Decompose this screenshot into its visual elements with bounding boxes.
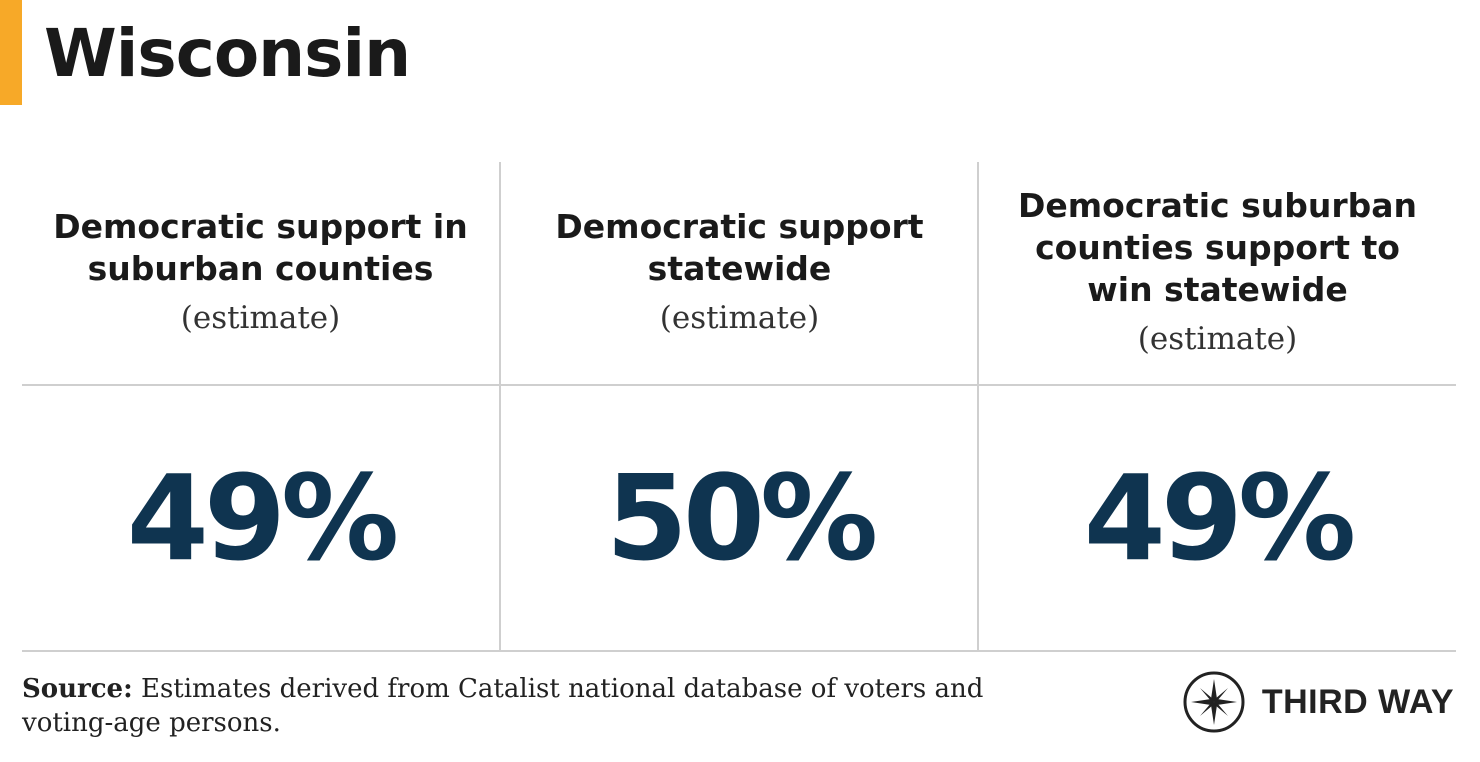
column-header-suburban: Democratic support in suburban counties … — [22, 162, 499, 384]
column-header-statewide: Democratic support statewide (estimate) — [501, 162, 978, 384]
bottom-divider — [22, 650, 1456, 652]
value-cell-suburban: 49% — [22, 386, 499, 650]
column-heading: Democratic support in suburban counties — [53, 207, 468, 288]
stats-table: Democratic support in suburban counties … — [22, 162, 1456, 652]
brand-name: THIRD WAY — [1261, 682, 1454, 721]
column-heading: Democratic support statewide — [555, 207, 924, 288]
title-accent-bar — [0, 0, 22, 105]
source-label: Source: — [22, 674, 133, 704]
stat-value: 49% — [126, 449, 399, 587]
value-cell-to-win: 49% — [979, 386, 1456, 650]
third-way-logo: THIRD WAY — [1182, 670, 1454, 734]
compass-star-icon — [1183, 671, 1245, 733]
column-subheading: (estimate) — [1137, 321, 1298, 357]
column-subheading: (estimate) — [659, 300, 820, 336]
page-title: Wisconsin — [44, 15, 411, 92]
stat-value: 49% — [1083, 449, 1356, 587]
column-subheading: (estimate) — [180, 300, 341, 336]
source-note: Source: Estimates derived from Catalist … — [22, 672, 1022, 740]
column-header-to-win: Democratic suburban counties support to … — [979, 162, 1456, 384]
column-heading: Democratic suburban counties support to … — [1018, 186, 1417, 309]
column-divider-1 — [499, 162, 501, 652]
stat-value: 50% — [605, 449, 878, 587]
header-divider — [22, 384, 1456, 386]
column-divider-2 — [977, 162, 979, 652]
source-text: Estimates derived from Catalist national… — [22, 674, 984, 738]
value-cell-statewide: 50% — [501, 386, 978, 650]
